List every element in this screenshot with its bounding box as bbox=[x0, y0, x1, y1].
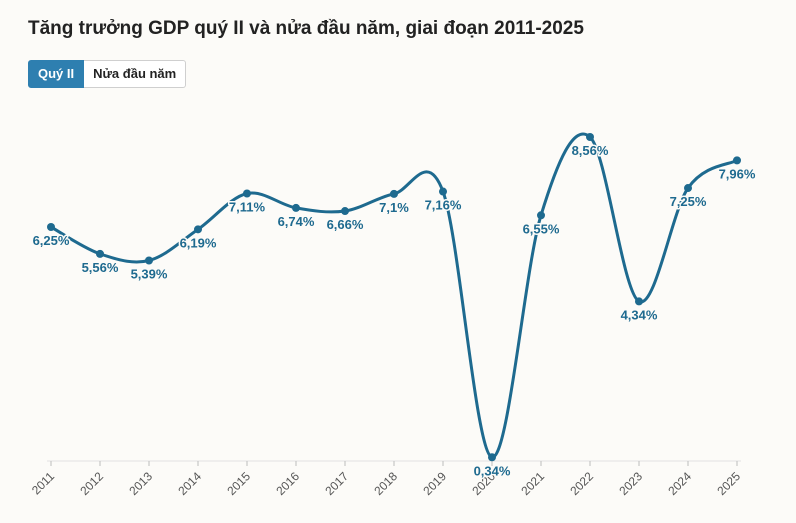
series-line bbox=[49, 132, 739, 459]
data-point-2016 bbox=[292, 203, 300, 212]
x-tick-label-2018: 2018 bbox=[371, 469, 400, 498]
data-label-2023: 4,34% bbox=[621, 307, 658, 322]
x-tick-label-2017: 2017 bbox=[322, 469, 351, 498]
x-tick-label-2025: 2025 bbox=[714, 469, 743, 498]
data-label-2015: 7,11% bbox=[229, 199, 266, 214]
data-point-2020 bbox=[488, 453, 496, 462]
data-label-2012: 5,56% bbox=[82, 260, 119, 275]
data-label-2019: 7,16% bbox=[425, 198, 462, 213]
data-label-2014: 6,19% bbox=[180, 235, 217, 250]
chart-title: Tăng trưởng GDP quý II và nửa đầu năm, g… bbox=[28, 18, 584, 39]
data-point-2024 bbox=[684, 184, 692, 193]
data-label-2011: 6,25% bbox=[33, 233, 70, 248]
x-tick-label-2023: 2023 bbox=[616, 469, 645, 498]
x-tick-label-2014: 2014 bbox=[175, 469, 204, 498]
data-point-2022 bbox=[586, 133, 594, 141]
data-point-2015 bbox=[243, 189, 251, 198]
data-point-2012 bbox=[96, 249, 104, 258]
data-point-2025 bbox=[733, 156, 741, 165]
tab-quarter-2[interactable]: Quý II bbox=[28, 60, 85, 88]
data-label-2021: 6,55% bbox=[523, 221, 560, 236]
x-tick-label-2011: 2011 bbox=[29, 469, 57, 497]
x-tick-label-2012: 2012 bbox=[77, 469, 106, 498]
data-label-2024: 7,25% bbox=[670, 194, 707, 209]
data-point-2021 bbox=[537, 211, 545, 220]
x-tick-label-2024: 2024 bbox=[665, 469, 694, 498]
x-tick-label-2022: 2022 bbox=[567, 469, 596, 498]
data-label-2020: 0,34% bbox=[474, 463, 511, 478]
x-tick-label-2013: 2013 bbox=[126, 469, 155, 498]
data-point-2011 bbox=[47, 222, 55, 231]
data-point-2014 bbox=[194, 225, 202, 234]
x-tick-label-2015: 2015 bbox=[224, 469, 253, 498]
data-point-2023 bbox=[635, 297, 643, 306]
tab-first-half[interactable]: Nửa đầu năm bbox=[84, 60, 187, 88]
data-label-2013: 5,39% bbox=[131, 267, 168, 282]
x-tick-label-2016: 2016 bbox=[273, 469, 302, 498]
data-label-2022: 8,56% bbox=[572, 143, 609, 158]
data-point-2017 bbox=[341, 207, 349, 216]
data-label-2016: 6,74% bbox=[278, 214, 315, 229]
x-tick-label-2021: 2021 bbox=[518, 469, 547, 498]
data-label-2017: 6,66% bbox=[327, 217, 364, 232]
data-label-2018: 7,1% bbox=[379, 200, 409, 215]
data-point-2013 bbox=[145, 256, 153, 265]
x-tick-label-2019: 2019 bbox=[420, 469, 449, 498]
view-tabs: Quý II Nửa đầu năm bbox=[28, 60, 187, 88]
data-point-2018 bbox=[390, 189, 398, 198]
data-label-2025: 7,96% bbox=[719, 166, 756, 181]
data-point-2019 bbox=[439, 187, 447, 196]
